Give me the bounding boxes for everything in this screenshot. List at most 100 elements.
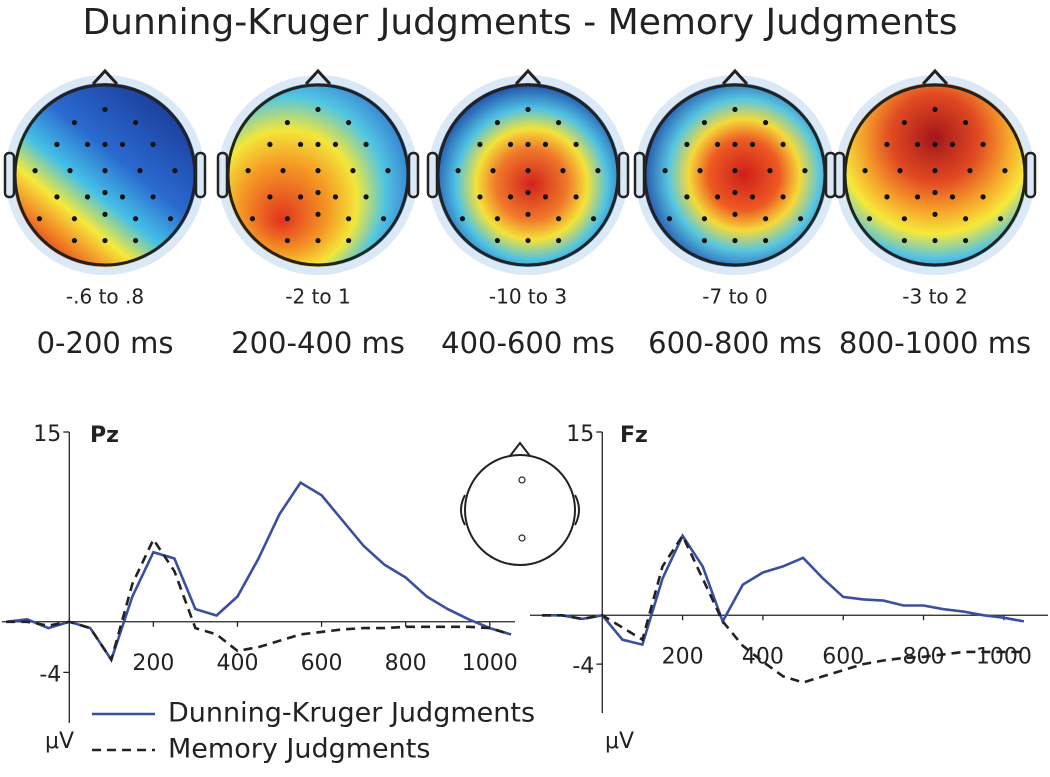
electrode — [102, 189, 108, 196]
electrode — [172, 168, 178, 174]
electrode — [749, 141, 756, 148]
scale-range: -2 to 1 — [285, 285, 350, 309]
electrode — [932, 106, 938, 113]
electrode — [732, 141, 738, 148]
electrode — [345, 237, 352, 244]
electrode — [701, 237, 708, 244]
scalp-map — [436, 83, 620, 267]
x-tick-label: 600 — [301, 651, 343, 676]
electrode — [36, 216, 43, 222]
time-window: 400-600 ms — [441, 326, 615, 360]
electrode — [137, 168, 143, 174]
y-tick-label: 15 — [566, 422, 594, 447]
electrode — [284, 237, 291, 244]
electrode — [315, 189, 321, 196]
erp-line — [6, 480, 512, 663]
electrode — [507, 194, 514, 200]
electrode — [380, 216, 387, 222]
electrode — [245, 168, 251, 174]
electrode — [662, 168, 668, 174]
electrode — [732, 106, 738, 113]
ear — [633, 151, 646, 199]
scalp-map — [843, 83, 1027, 267]
electrode — [762, 119, 769, 126]
electrode — [525, 211, 531, 217]
electrode — [797, 216, 804, 222]
electrode — [132, 237, 139, 244]
electrode — [997, 216, 1004, 222]
electrode — [884, 194, 890, 200]
electrode — [897, 168, 903, 174]
electrode — [962, 237, 969, 244]
x-tick-label: 200 — [132, 651, 174, 676]
electrode — [132, 216, 139, 222]
ear — [3, 151, 16, 199]
nose — [514, 68, 542, 86]
electrode — [901, 216, 908, 222]
electrode — [84, 141, 91, 148]
topomaps: -.6 to .8 0-200 ms -2 to 1 200-400 ms -10 to… — [3, 68, 1037, 360]
y-axis-label: μV — [45, 729, 74, 754]
nose — [921, 68, 949, 86]
electrode — [666, 216, 673, 222]
electrode — [284, 216, 291, 222]
electrode — [297, 194, 304, 200]
electrode — [932, 189, 938, 196]
electrode — [102, 211, 108, 217]
electrode — [573, 141, 579, 148]
legend-label: Memory Judgments — [168, 734, 430, 765]
electrode — [267, 194, 273, 200]
scale-range: -3 to 2 — [902, 285, 967, 309]
scale-range: -10 to 3 — [489, 285, 567, 309]
electrode — [490, 168, 496, 174]
electrode — [345, 216, 352, 222]
erp-line — [542, 533, 1025, 647]
electrode — [684, 194, 690, 200]
scale-range: -7 to 0 — [702, 285, 767, 309]
electrode — [749, 194, 756, 200]
electrode — [315, 237, 321, 244]
electrode — [884, 141, 890, 148]
electrode — [459, 216, 466, 222]
electrode — [555, 216, 562, 222]
erp-line — [542, 533, 1024, 684]
electrode — [901, 119, 908, 126]
electrode — [284, 119, 291, 126]
legend-label: Dunning-Kruger Judgments — [168, 698, 535, 729]
x-tick-label: 1000 — [976, 644, 1032, 669]
electrode — [455, 168, 461, 174]
scale-range: -.6 to .8 — [66, 285, 144, 309]
electrode — [542, 141, 549, 148]
y-axis-label: μV — [605, 729, 634, 754]
nose — [91, 68, 119, 86]
electrode-head — [460, 441, 580, 566]
electrode — [54, 141, 60, 148]
electrode — [1002, 168, 1008, 174]
electrode — [119, 141, 126, 148]
electrode — [914, 141, 921, 148]
x-tick-label: 400 — [216, 651, 258, 676]
electrode — [866, 216, 873, 222]
electrode — [525, 237, 531, 244]
electrode — [71, 237, 78, 244]
electrode — [590, 216, 597, 222]
electrode — [555, 237, 562, 244]
x-tick-label: 600 — [822, 644, 864, 669]
electrode — [780, 141, 786, 148]
time-window: 0-200 ms — [37, 326, 174, 360]
electrode — [732, 211, 738, 217]
electrode — [150, 194, 156, 200]
electrode — [762, 237, 769, 244]
electrode — [555, 119, 562, 126]
electrode — [701, 119, 708, 126]
electrode — [477, 194, 483, 200]
electrode — [150, 141, 156, 148]
electrode — [732, 237, 738, 244]
electrode — [84, 194, 91, 200]
electrode — [762, 216, 769, 222]
chart-title: Pz — [90, 423, 119, 448]
electrode — [315, 168, 321, 174]
electrode — [167, 216, 174, 222]
